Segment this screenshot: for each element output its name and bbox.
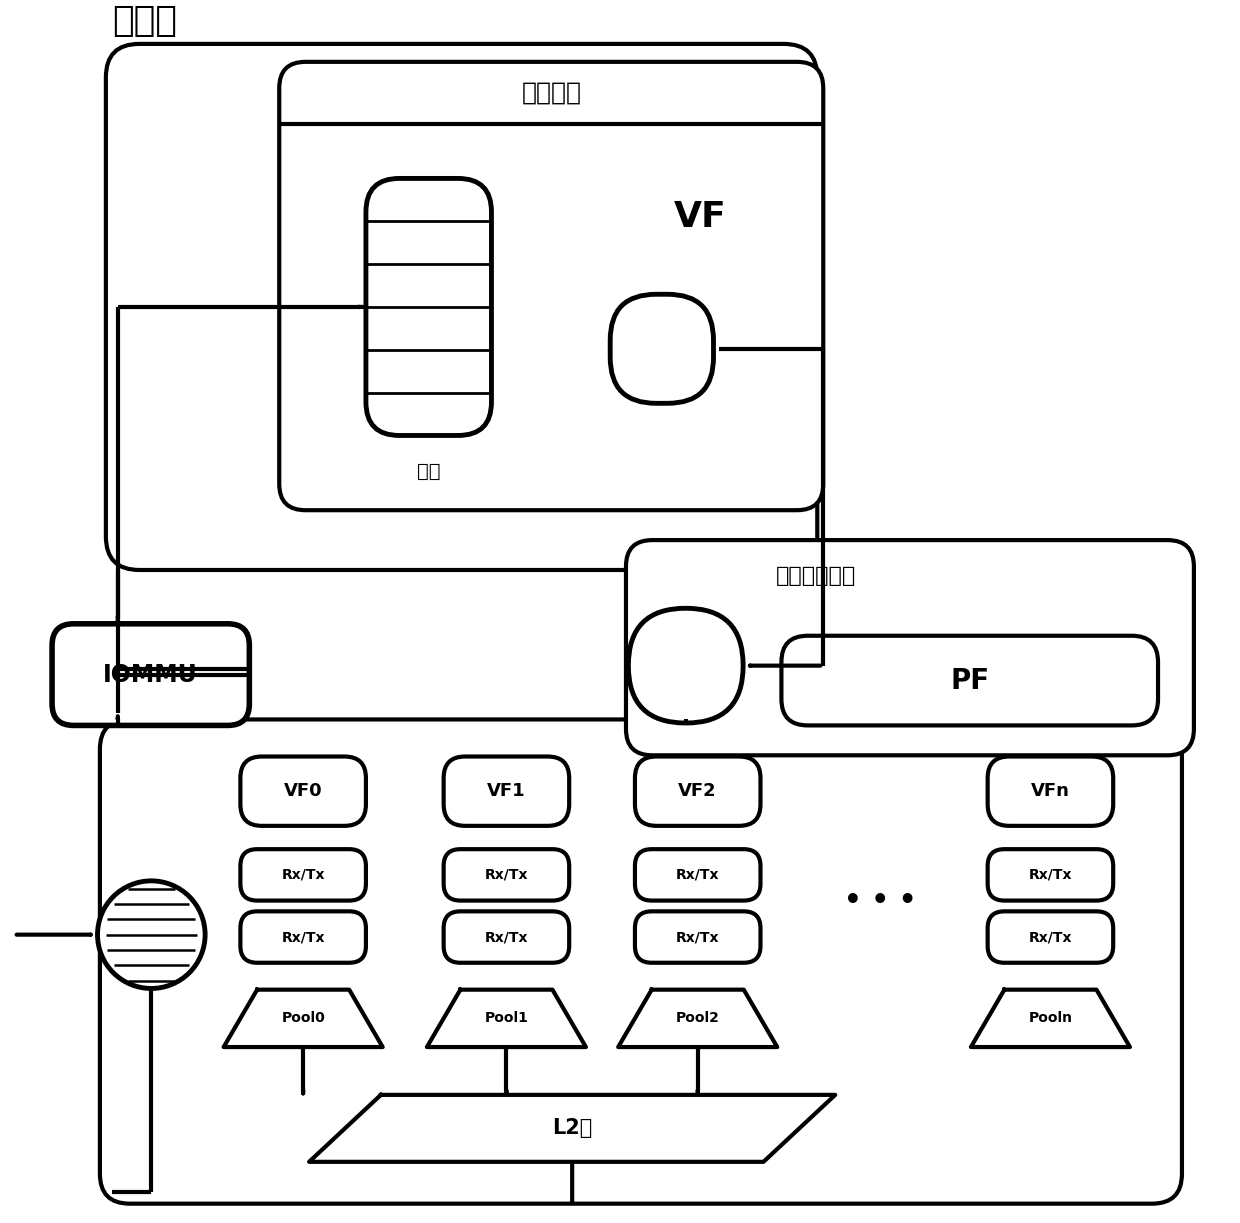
Text: Rx/Tx: Rx/Tx (485, 868, 528, 882)
Text: 缓存: 缓存 (417, 462, 440, 481)
Polygon shape (427, 989, 587, 1047)
Text: VF0: VF0 (284, 783, 322, 800)
FancyBboxPatch shape (629, 608, 743, 723)
Polygon shape (223, 989, 383, 1047)
Text: • • •: • • • (844, 887, 916, 915)
Circle shape (98, 881, 205, 988)
Text: L2层: L2层 (552, 1118, 593, 1139)
Text: VF2: VF2 (678, 783, 717, 800)
Text: IOMMU: IOMMU (103, 663, 198, 686)
Text: Rx/Tx: Rx/Tx (1029, 929, 1073, 944)
Text: Rx/Tx: Rx/Tx (485, 929, 528, 944)
Text: Rx/Tx: Rx/Tx (676, 868, 719, 882)
FancyBboxPatch shape (987, 849, 1114, 900)
Polygon shape (309, 1095, 836, 1162)
Polygon shape (619, 989, 777, 1047)
Text: Rx/Tx: Rx/Tx (281, 868, 325, 882)
FancyBboxPatch shape (241, 911, 366, 963)
FancyBboxPatch shape (279, 62, 823, 510)
FancyBboxPatch shape (100, 719, 1182, 1203)
Text: Pooln: Pooln (1028, 1011, 1073, 1025)
Text: VFn: VFn (1030, 783, 1070, 800)
Text: Rx/Tx: Rx/Tx (1029, 868, 1073, 882)
Text: Pool1: Pool1 (485, 1011, 528, 1025)
FancyBboxPatch shape (444, 757, 569, 826)
FancyBboxPatch shape (241, 849, 366, 900)
Text: VF1: VF1 (487, 783, 526, 800)
FancyBboxPatch shape (105, 44, 817, 570)
FancyBboxPatch shape (987, 757, 1114, 826)
FancyBboxPatch shape (444, 849, 569, 900)
Polygon shape (971, 989, 1130, 1047)
FancyBboxPatch shape (635, 849, 760, 900)
FancyBboxPatch shape (635, 757, 760, 826)
FancyBboxPatch shape (52, 624, 249, 725)
FancyBboxPatch shape (987, 911, 1114, 963)
Text: Rx/Tx: Rx/Tx (676, 929, 719, 944)
Text: Rx/Tx: Rx/Tx (281, 929, 325, 944)
Text: Pool2: Pool2 (676, 1011, 719, 1025)
FancyBboxPatch shape (635, 911, 760, 963)
FancyBboxPatch shape (610, 295, 713, 404)
FancyBboxPatch shape (366, 179, 491, 435)
Text: 虚拟机: 虚拟机 (112, 4, 177, 38)
FancyBboxPatch shape (241, 757, 366, 826)
FancyBboxPatch shape (781, 636, 1158, 725)
Text: PF: PF (950, 667, 990, 695)
FancyBboxPatch shape (626, 541, 1194, 756)
Text: 应用程序: 应用程序 (521, 81, 582, 105)
Text: 虚拟机监控器: 虚拟机监控器 (775, 566, 856, 586)
FancyBboxPatch shape (444, 911, 569, 963)
Text: VF: VF (673, 201, 727, 235)
Text: Pool0: Pool0 (281, 1011, 325, 1025)
